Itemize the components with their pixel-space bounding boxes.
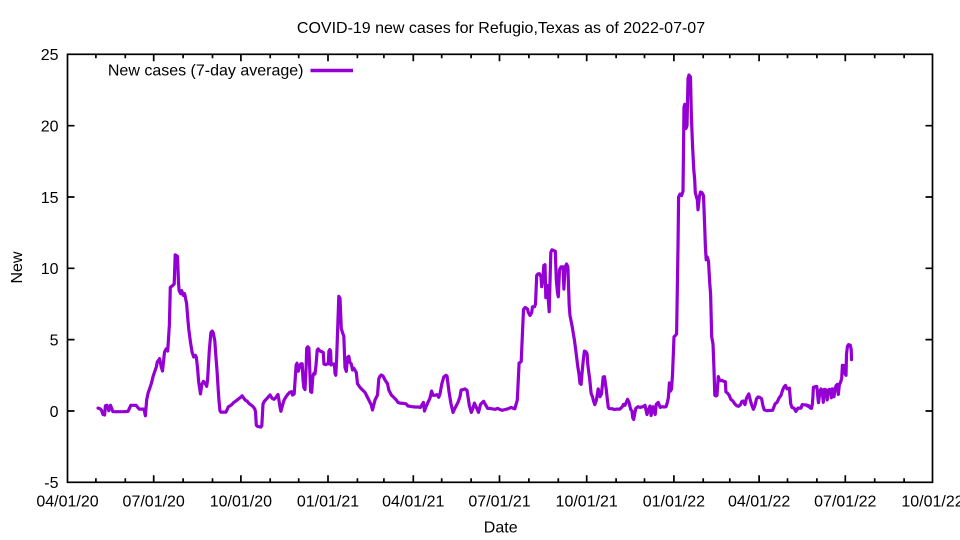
svg-text:COVID-19 new cases for Refugio: COVID-19 new cases for Refugio,Texas as …: [297, 20, 705, 37]
svg-text:10/01/22: 10/01/22: [901, 494, 960, 511]
svg-text:04/01/20: 04/01/20: [36, 494, 98, 511]
svg-text:0: 0: [50, 404, 59, 421]
svg-text:New: New: [9, 251, 26, 283]
svg-text:10/01/21: 10/01/21: [556, 494, 618, 511]
svg-text:5: 5: [50, 333, 59, 350]
svg-text:New cases (7-day average): New cases (7-day average): [108, 63, 304, 80]
svg-text:01/01/21: 01/01/21: [297, 494, 359, 511]
svg-text:04/01/22: 04/01/22: [728, 494, 790, 511]
svg-text:10/01/20: 10/01/20: [210, 494, 272, 511]
svg-text:07/01/20: 07/01/20: [123, 494, 185, 511]
svg-text:25: 25: [41, 47, 59, 64]
svg-text:07/01/21: 07/01/21: [468, 494, 530, 511]
svg-text:20: 20: [41, 119, 59, 136]
svg-text:15: 15: [41, 190, 59, 207]
svg-text:04/01/21: 04/01/21: [382, 494, 444, 511]
svg-text:Date: Date: [484, 520, 518, 537]
svg-text:01/01/22: 01/01/22: [643, 494, 705, 511]
svg-text:07/01/22: 07/01/22: [814, 494, 876, 511]
svg-text:10: 10: [41, 261, 59, 278]
svg-text:-5: -5: [44, 475, 58, 492]
